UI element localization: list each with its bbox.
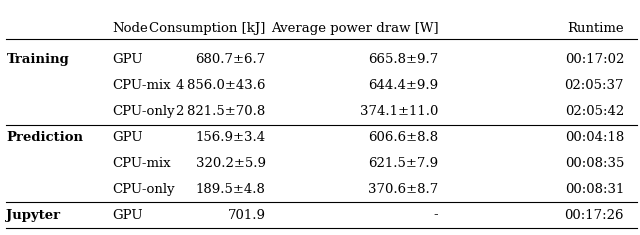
Text: GPU: GPU bbox=[112, 131, 143, 144]
Text: GPU: GPU bbox=[112, 208, 143, 222]
Text: Consumption [kJ]: Consumption [kJ] bbox=[149, 22, 266, 35]
Text: 701.9: 701.9 bbox=[228, 208, 266, 222]
Text: 621.5±7.9: 621.5±7.9 bbox=[368, 157, 438, 170]
Text: 156.9±3.4: 156.9±3.4 bbox=[195, 131, 266, 144]
Text: GPU: GPU bbox=[112, 53, 143, 67]
Text: CPU-mix: CPU-mix bbox=[112, 157, 171, 170]
Text: 4 856.0±43.6: 4 856.0±43.6 bbox=[176, 79, 266, 92]
Text: CPU-mix: CPU-mix bbox=[112, 79, 171, 92]
Text: 370.6±8.7: 370.6±8.7 bbox=[368, 183, 438, 196]
Text: 680.7±6.7: 680.7±6.7 bbox=[195, 53, 266, 67]
Text: Training: Training bbox=[6, 53, 69, 67]
Text: 02:05:37: 02:05:37 bbox=[564, 79, 624, 92]
Text: 2 821.5±70.8: 2 821.5±70.8 bbox=[177, 105, 266, 118]
Text: 665.8±9.7: 665.8±9.7 bbox=[368, 53, 438, 67]
Text: Node: Node bbox=[112, 22, 148, 35]
Text: Runtime: Runtime bbox=[568, 22, 624, 35]
Text: 02:05:42: 02:05:42 bbox=[564, 105, 624, 118]
Text: 189.5±4.8: 189.5±4.8 bbox=[196, 183, 266, 196]
Text: -: - bbox=[434, 208, 438, 222]
Text: Average power draw [W]: Average power draw [W] bbox=[271, 22, 438, 35]
Text: 320.2±5.9: 320.2±5.9 bbox=[196, 157, 266, 170]
Text: 374.1±11.0: 374.1±11.0 bbox=[360, 105, 438, 118]
Text: CPU-only: CPU-only bbox=[112, 183, 175, 196]
Text: 00:17:02: 00:17:02 bbox=[564, 53, 624, 67]
Text: Prediction: Prediction bbox=[6, 131, 83, 144]
Text: Jupyter: Jupyter bbox=[6, 208, 61, 222]
Text: 644.4±9.9: 644.4±9.9 bbox=[368, 79, 438, 92]
Text: 00:04:18: 00:04:18 bbox=[564, 131, 624, 144]
Text: CPU-only: CPU-only bbox=[112, 105, 175, 118]
Text: 606.6±8.8: 606.6±8.8 bbox=[368, 131, 438, 144]
Text: 00:08:35: 00:08:35 bbox=[564, 157, 624, 170]
Text: 00:17:26: 00:17:26 bbox=[564, 208, 624, 222]
Text: 00:08:31: 00:08:31 bbox=[564, 183, 624, 196]
